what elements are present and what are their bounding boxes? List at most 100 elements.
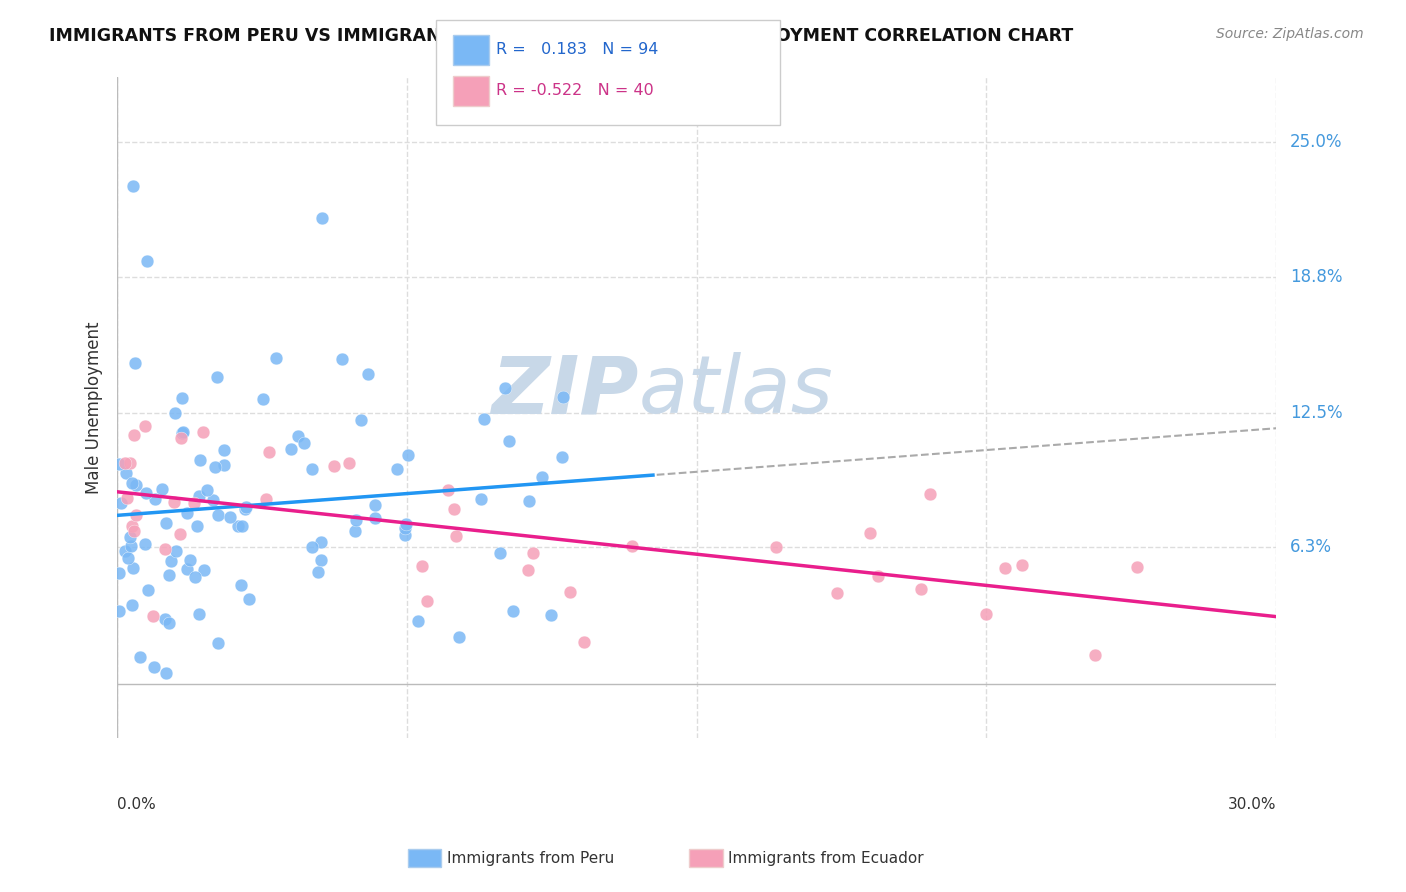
Point	[170, 391, 193, 405]
Point	[357, 367, 380, 381]
Point	[494, 381, 516, 395]
Point	[172, 425, 194, 439]
Point	[231, 519, 253, 533]
Point	[179, 553, 201, 567]
Point	[470, 491, 492, 506]
Point	[364, 510, 387, 524]
Point	[254, 491, 277, 506]
Text: Source: ZipAtlas.com: Source: ZipAtlas.com	[1216, 27, 1364, 41]
Text: 30.0%: 30.0%	[1227, 797, 1277, 813]
Point	[280, 442, 302, 456]
Point	[135, 485, 157, 500]
Point	[322, 458, 344, 473]
Point	[235, 500, 257, 514]
Point	[114, 543, 136, 558]
Text: IMMIGRANTS FROM PERU VS IMMIGRANTS FROM ECUADOR MALE UNEMPLOYMENT CORRELATION CH: IMMIGRANTS FROM PERU VS IMMIGRANTS FROM …	[49, 27, 1073, 45]
Point	[163, 406, 186, 420]
Point	[517, 563, 540, 577]
Point	[866, 569, 889, 583]
Point	[108, 566, 131, 580]
Point	[114, 456, 136, 470]
Point	[193, 562, 215, 576]
Point	[765, 540, 787, 554]
Point	[176, 562, 198, 576]
Point	[287, 429, 309, 443]
Point	[1011, 558, 1033, 572]
Point	[974, 607, 997, 621]
Point	[136, 582, 159, 597]
Point	[157, 615, 180, 630]
Point	[918, 487, 941, 501]
Point	[411, 558, 433, 573]
Point	[395, 517, 418, 532]
Point	[129, 650, 152, 665]
Text: R = -0.522   N = 40: R = -0.522 N = 40	[496, 84, 654, 98]
Point	[994, 561, 1017, 575]
Point	[859, 526, 882, 541]
Point	[153, 612, 176, 626]
Point	[311, 211, 333, 226]
Point	[172, 425, 194, 440]
Text: Immigrants from Peru: Immigrants from Peru	[447, 851, 614, 865]
Point	[444, 529, 467, 543]
Point	[292, 436, 315, 450]
Point	[364, 498, 387, 512]
Point	[169, 527, 191, 541]
Point	[155, 516, 177, 530]
Point	[118, 530, 141, 544]
Point	[122, 178, 145, 193]
Point	[522, 546, 544, 560]
Point	[163, 495, 186, 509]
Point	[115, 466, 138, 480]
Point	[344, 524, 367, 539]
Point	[226, 519, 249, 533]
Point	[264, 351, 287, 366]
Point	[135, 254, 157, 268]
Point	[142, 660, 165, 674]
Point	[472, 412, 495, 426]
Point	[489, 546, 512, 560]
Point	[176, 506, 198, 520]
Point	[238, 591, 260, 606]
Point	[502, 604, 524, 618]
Point	[201, 493, 224, 508]
Point	[519, 493, 541, 508]
Point	[416, 594, 439, 608]
Point	[449, 630, 471, 644]
Point	[344, 513, 367, 527]
Point	[169, 431, 191, 445]
Point	[124, 508, 146, 522]
Point	[394, 528, 416, 542]
Point	[396, 448, 419, 462]
Point	[207, 636, 229, 650]
Point	[124, 356, 146, 370]
Point	[159, 554, 181, 568]
Point	[188, 607, 211, 622]
Point	[115, 491, 138, 505]
Point	[153, 541, 176, 556]
Point	[121, 476, 143, 491]
Point	[142, 608, 165, 623]
Point	[558, 585, 581, 599]
Point	[235, 502, 257, 516]
Point	[443, 502, 465, 516]
Point	[553, 390, 575, 404]
Point	[572, 635, 595, 649]
Point	[159, 568, 181, 582]
Point	[551, 450, 574, 464]
Point	[337, 456, 360, 470]
Point	[540, 607, 562, 622]
Point	[1084, 648, 1107, 662]
Text: atlas: atlas	[638, 352, 834, 430]
Point	[1125, 560, 1147, 574]
Point	[252, 392, 274, 407]
Point	[205, 370, 228, 384]
Point	[301, 540, 323, 554]
Text: 6.3%: 6.3%	[1289, 538, 1331, 557]
Point	[183, 496, 205, 510]
Point	[184, 570, 207, 584]
Point	[204, 460, 226, 475]
Text: 18.8%: 18.8%	[1289, 268, 1343, 285]
Point	[124, 524, 146, 538]
Point	[301, 461, 323, 475]
